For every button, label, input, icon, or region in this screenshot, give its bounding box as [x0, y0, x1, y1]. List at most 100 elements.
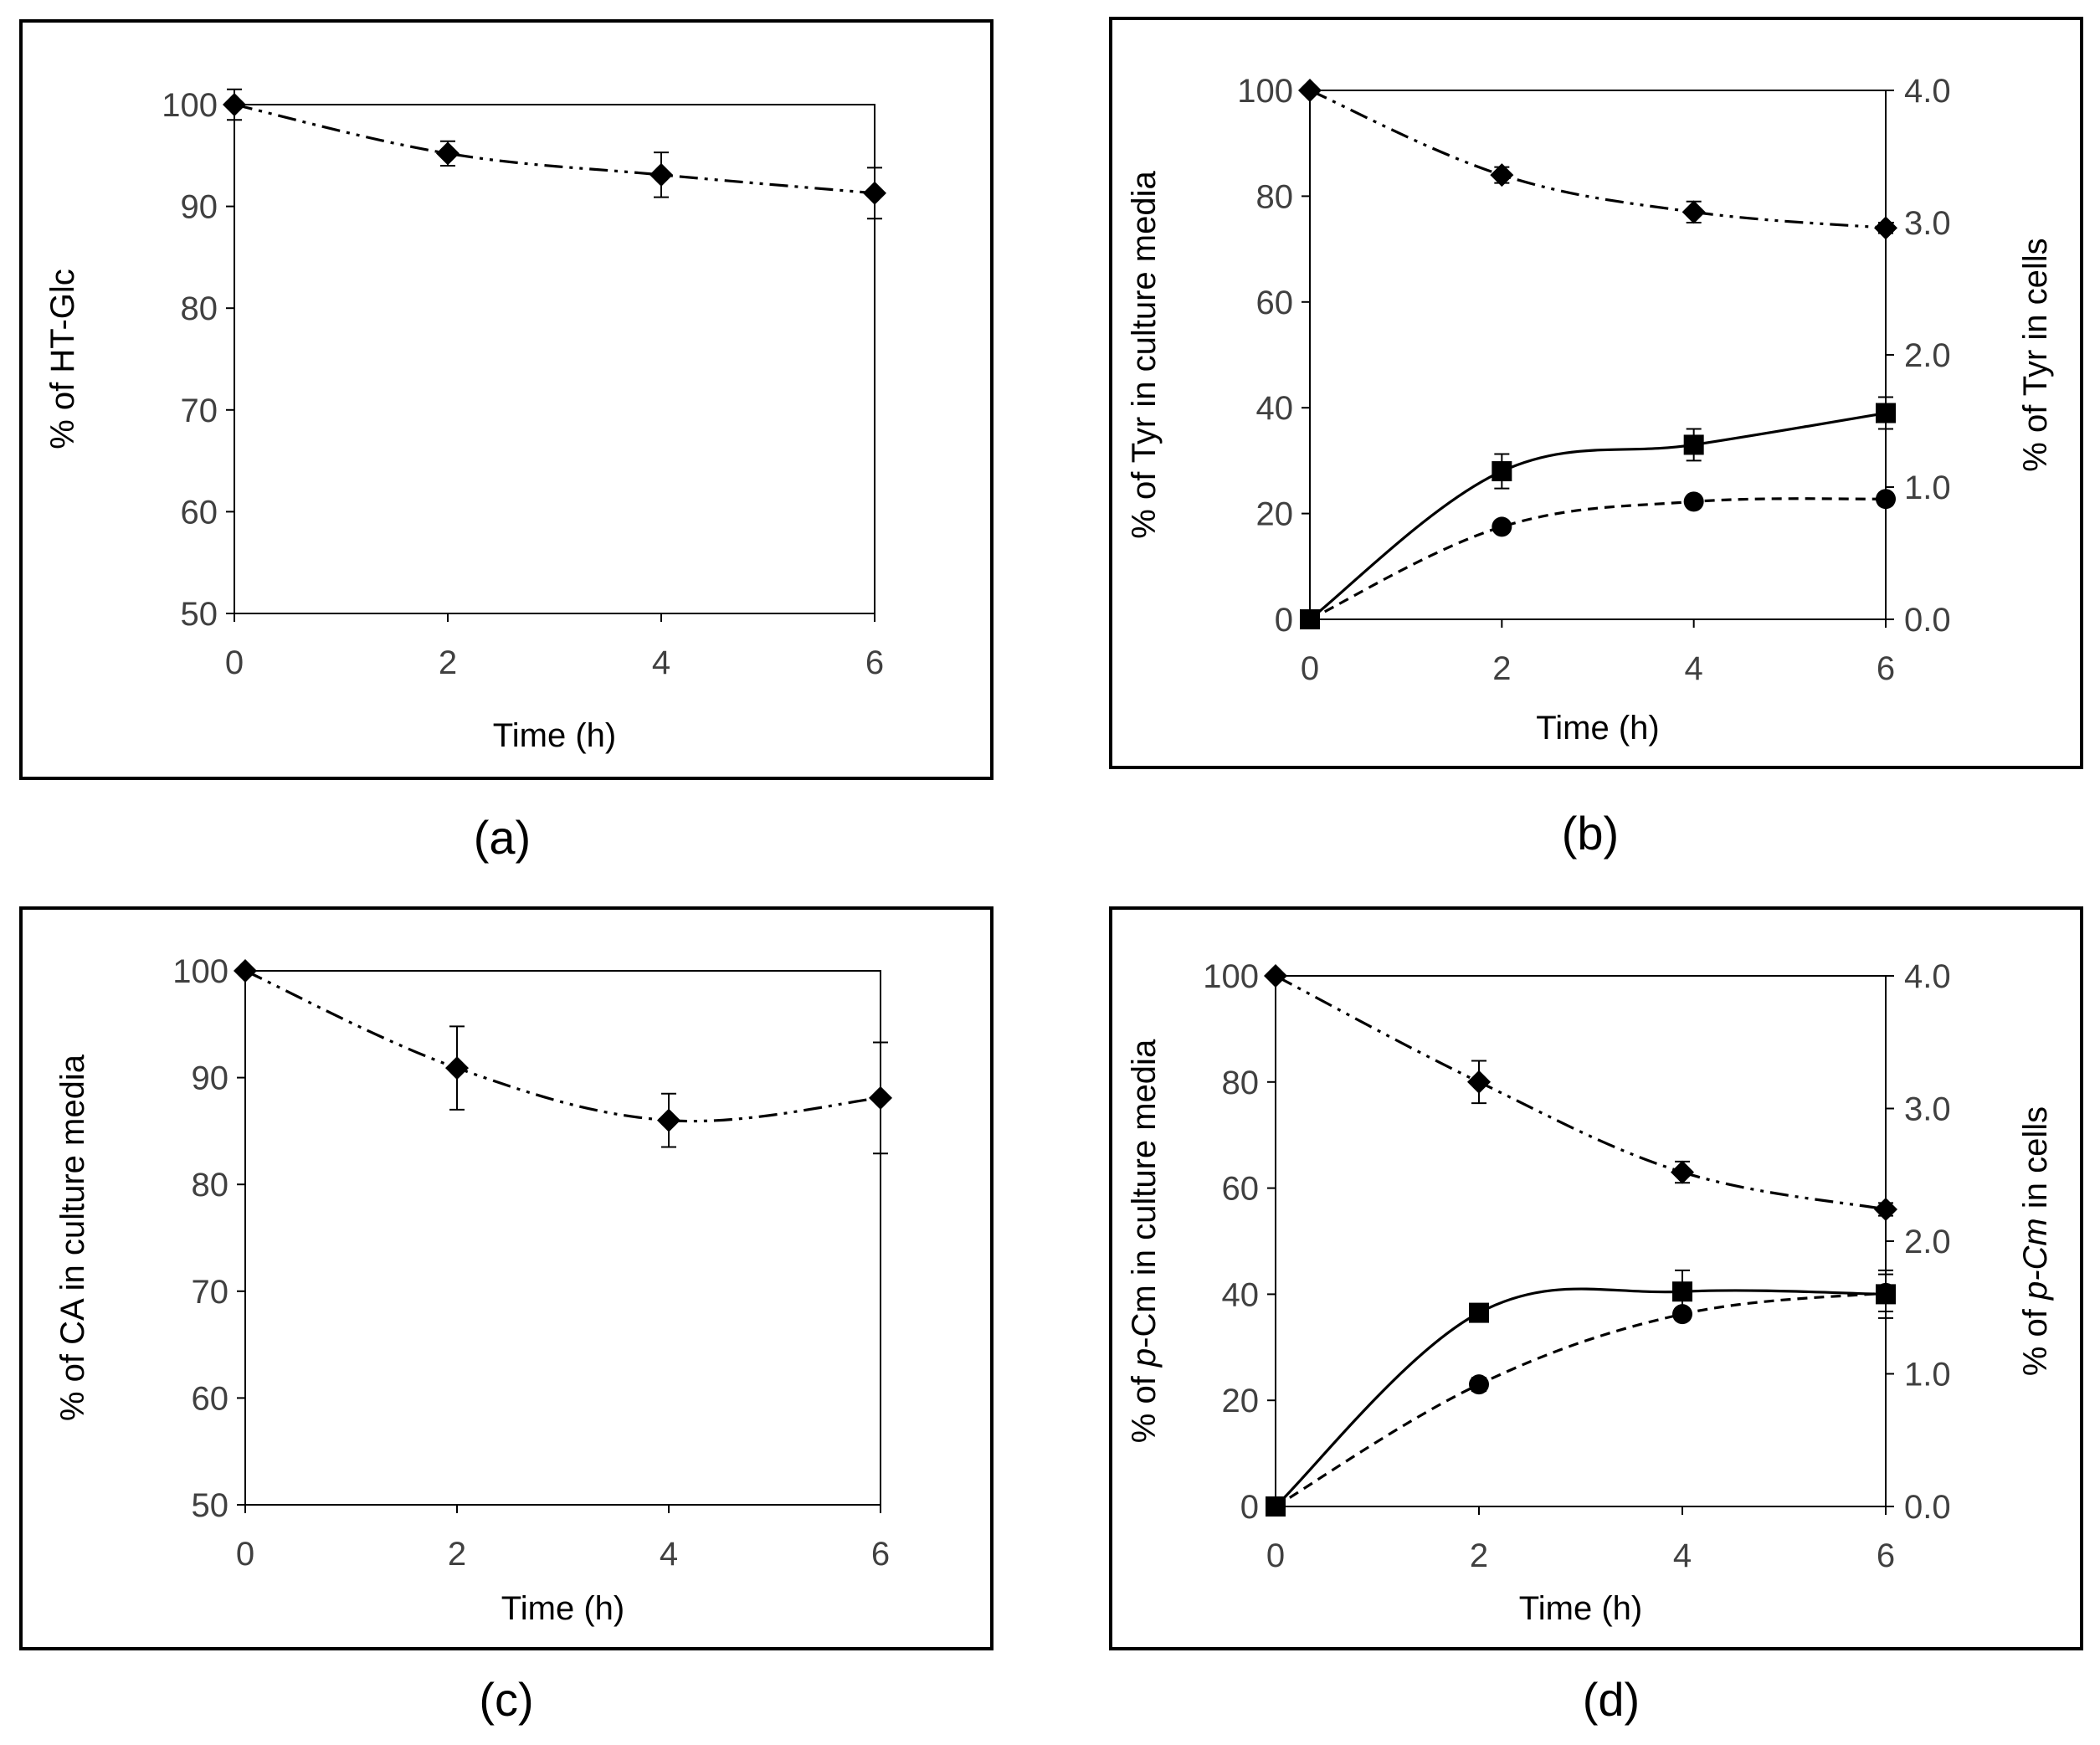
series-line	[1275, 1291, 1887, 1508]
data-point-diamond	[436, 141, 460, 166]
y-tick-label: 50	[181, 596, 218, 633]
chart-frame	[1109, 906, 2083, 1650]
series-diamond	[223, 88, 886, 220]
chart-c: 50 60 70 80 90 100 0 2 4 6 Time (h) % of CA in cult…	[19, 906, 994, 1650]
y-tick-label: 80	[1222, 1065, 1260, 1101]
y-axis-title: % of Tyr in culture media	[1126, 171, 1163, 539]
data-point-diamond	[445, 1056, 469, 1080]
series-circle	[1300, 489, 1896, 629]
chart-d: 0 20 40 60 80 100 0.0 1.0 2.0 3.0 4.0 0 2 4 6 Time (h)%…	[1109, 906, 2083, 1650]
data-point-circle	[1672, 1304, 1692, 1325]
series-diamond	[1298, 79, 1897, 240]
panel-label-a: (a)	[474, 811, 531, 864]
data-point-circle	[1266, 1496, 1286, 1517]
series-circle	[1266, 1273, 1896, 1517]
y-tick-label: 100	[1203, 958, 1259, 995]
data-point-circle	[1469, 1374, 1489, 1395]
y2-axis-title-part: % of	[2017, 1300, 2054, 1376]
x-tick-label: 2	[439, 644, 457, 681]
y2-tick-label: 1.0	[1904, 1357, 1951, 1393]
y-axis-title: % of p-Cm in culture media	[1126, 1039, 1163, 1443]
data-point-diamond	[1682, 200, 1706, 224]
y2-tick-label: 2.0	[1904, 337, 1951, 374]
y-axis-title-part: % of	[1126, 1367, 1163, 1443]
data-point-circle	[1300, 609, 1320, 629]
series-line	[234, 103, 875, 195]
y2-axis-title-part: in cells	[2017, 1106, 2054, 1218]
chart-a: 50 60 70 80 90 100 0 2 4 6 Time (h) % of HT-Glc	[19, 19, 994, 780]
y2-tick-label: 2.0	[1904, 1224, 1951, 1260]
y2-tick-label: 3.0	[1904, 1091, 1951, 1128]
y2-tick-label: 0.0	[1904, 602, 1951, 639]
data-point-diamond	[1467, 1070, 1491, 1094]
x-tick-label: 0	[1301, 650, 1319, 687]
x-tick-label: 0	[1266, 1537, 1285, 1574]
x-axis-title: Time (h)	[501, 1590, 624, 1627]
series-line	[1274, 1287, 1887, 1508]
data-point-diamond	[1298, 79, 1322, 102]
y-tick-label: 70	[181, 393, 218, 429]
series-line	[1275, 974, 1887, 1211]
panel-label-c: (c)	[479, 1673, 533, 1726]
x-tick-label: 4	[1685, 650, 1703, 687]
data-point-diamond	[869, 1085, 892, 1110]
x-axis-title: Time (h)	[1519, 1590, 1642, 1627]
data-point-square	[1469, 1302, 1489, 1323]
y-tick-label: 50	[192, 1487, 229, 1524]
data-point-diamond	[223, 93, 246, 116]
y2-tick-label: 4.0	[1904, 958, 1951, 995]
y-tick-label: 80	[181, 290, 218, 327]
data-point-circle	[1492, 516, 1512, 537]
x-tick-label: 2	[448, 1536, 466, 1573]
y-axis-title: % of CA in culture media	[54, 1054, 91, 1421]
y-tick-label: 90	[192, 1060, 229, 1097]
y-tick-label: 60	[1256, 285, 1294, 321]
x-axis-title: Time (h)	[1536, 710, 1659, 747]
y-axis-title-part: -Cm in culture media	[1126, 1039, 1163, 1348]
y-tick-label: 20	[1256, 496, 1294, 533]
x-axis-title: Time (h)	[493, 717, 616, 754]
y-tick-label: 60	[192, 1380, 229, 1417]
data-point-diamond	[1671, 1160, 1694, 1184]
x-tick-label: 6	[1877, 1537, 1895, 1574]
x-tick-label: 4	[660, 1536, 678, 1573]
data-point-square	[1876, 403, 1896, 423]
x-tick-label: 0	[236, 1536, 254, 1573]
series-line	[1309, 89, 1887, 229]
chart-frame	[19, 19, 994, 780]
data-point-square	[1683, 434, 1704, 455]
y2-axis-title: % of Tyr in cells	[2017, 238, 2054, 471]
series-square	[1300, 396, 1896, 629]
panel-label-d: (d)	[1583, 1673, 1640, 1726]
series-diamond	[234, 959, 892, 1155]
x-tick-label: 0	[225, 644, 244, 681]
y-tick-label: 70	[192, 1274, 229, 1311]
y-tick-label: 100	[162, 87, 218, 124]
y-tick-label: 80	[1256, 178, 1294, 215]
x-tick-label: 2	[1492, 650, 1511, 687]
x-tick-label: 6	[871, 1536, 890, 1573]
y-tick-label: 40	[1256, 390, 1294, 427]
chart-b: 0 20 40 60 80 100 0.0 1.0 2.0 3.0 4.0 0 2 4 6 Time (h)%…	[1109, 17, 2083, 769]
y-tick-label: 60	[181, 494, 218, 531]
chart-frame	[1109, 17, 2083, 769]
y2-axis-title-part: p-Cm	[2017, 1218, 2054, 1301]
data-point-square	[1492, 461, 1512, 482]
y-tick-label: 60	[1222, 1171, 1260, 1208]
plot-area	[244, 970, 881, 1506]
y-tick-label: 80	[192, 1167, 229, 1204]
panel-label-b: (b)	[1562, 807, 1619, 860]
data-point-square	[1672, 1281, 1692, 1302]
y-tick-label: 100	[172, 953, 228, 990]
data-point-circle	[1876, 489, 1896, 510]
x-tick-label: 6	[1877, 650, 1895, 687]
chart-frame	[19, 906, 994, 1650]
data-point-diamond	[1490, 163, 1514, 187]
y-tick-label: 0	[1240, 1489, 1259, 1526]
x-tick-label: 4	[652, 644, 670, 681]
y2-tick-label: 0.0	[1904, 1489, 1951, 1526]
data-point-diamond	[863, 181, 886, 205]
data-point-diamond	[1264, 964, 1287, 988]
y2-tick-label: 1.0	[1904, 470, 1951, 506]
